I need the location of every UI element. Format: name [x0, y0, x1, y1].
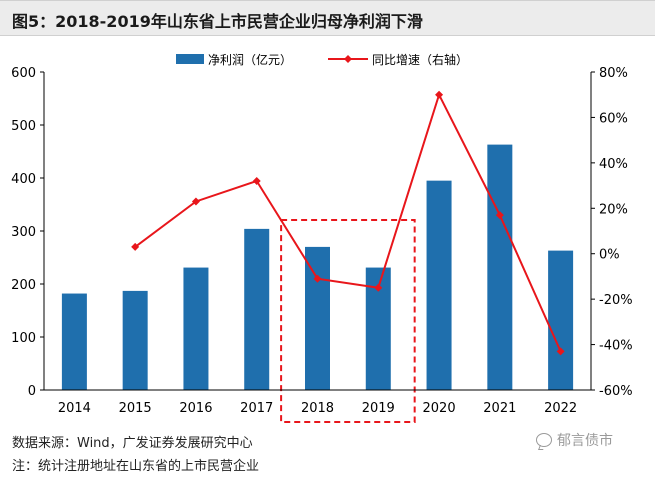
growth-line: [134, 92, 562, 352]
x-label-2018: 2018: [301, 401, 334, 416]
tick-label-right: 40%: [599, 157, 628, 172]
x-label-2021: 2021: [483, 401, 516, 416]
tick-label-right: 20%: [599, 202, 628, 217]
axes: 0 100 200 300 400 500 600 -60% -40% -20% 0% 20% 40% 6…: [11, 66, 633, 423]
tick-label-right: -40%: [599, 339, 633, 354]
tick-label-left: 200: [11, 278, 36, 293]
tick-label-left: 500: [11, 119, 36, 134]
x-label-2015: 2015: [119, 401, 152, 416]
x-label-2022: 2022: [544, 401, 577, 416]
x-label-2019: 2019: [362, 401, 395, 416]
tick-label-left: 400: [11, 172, 36, 187]
figure-title: 图5：2018-2019年山东省上市民营企业归母净利润下滑: [12, 12, 423, 31]
tick-label-right: -60%: [599, 384, 633, 399]
legend-label-line: 同比增速（右轴）: [372, 52, 468, 67]
tick-label-left: 600: [11, 66, 36, 81]
bar-2014: [61, 293, 87, 390]
bar-2017: [244, 228, 270, 390]
point-2020: [435, 90, 444, 99]
tick-label-right: 60%: [599, 111, 628, 126]
point-2022: [556, 347, 565, 356]
bar-2018: [305, 246, 330, 390]
bar-2022: [548, 250, 574, 390]
tick-label-left: 300: [11, 225, 36, 240]
point-2016: [191, 197, 200, 206]
data-source: 数据来源：Wind，广发证券发展研究中心: [12, 436, 253, 451]
legend-marker: [344, 55, 352, 63]
bar-2020: [426, 180, 452, 390]
x-label-2014: 2014: [58, 401, 91, 416]
watermark-text: 郁言债市: [557, 433, 613, 449]
bar-series: [61, 144, 574, 390]
x-label-2017: 2017: [240, 401, 273, 416]
x-label-2020: 2020: [423, 401, 456, 416]
x-label-2016: 2016: [179, 401, 212, 416]
bar-2015: [122, 290, 148, 390]
bar-2021: [487, 144, 513, 390]
chart: 净利润（亿元） 同比增速（右轴） 0 100 200 300 400 500 600 -60% -…: [11, 52, 633, 423]
line-series: [131, 90, 565, 356]
legend-swatch-bar: [176, 54, 204, 64]
point-2021: [495, 211, 504, 220]
tick-label-right: -20%: [599, 293, 633, 308]
legend-label-bar: 净利润（亿元）: [208, 52, 292, 67]
bar-2016: [183, 267, 209, 390]
tick-label-right: 0%: [599, 248, 620, 263]
footnote: 注：统计注册地址在山东省的上市民营企业: [12, 459, 260, 474]
tick-label-right: 80%: [599, 66, 628, 81]
point-2017: [252, 177, 261, 186]
title-bar: 图5：2018-2019年山东省上市民营企业归母净利润下滑: [0, 0, 655, 36]
watermark: 郁言债市: [536, 430, 613, 450]
highlight-box: [280, 219, 416, 423]
tick-label-left: 100: [11, 331, 36, 346]
point-2019: [374, 283, 383, 292]
point-2018: [313, 274, 322, 283]
tick-label-left: 0: [28, 384, 36, 399]
wechat-icon: [536, 433, 552, 447]
point-2015: [131, 242, 140, 251]
legend: 净利润（亿元） 同比增速（右轴）: [176, 52, 468, 67]
